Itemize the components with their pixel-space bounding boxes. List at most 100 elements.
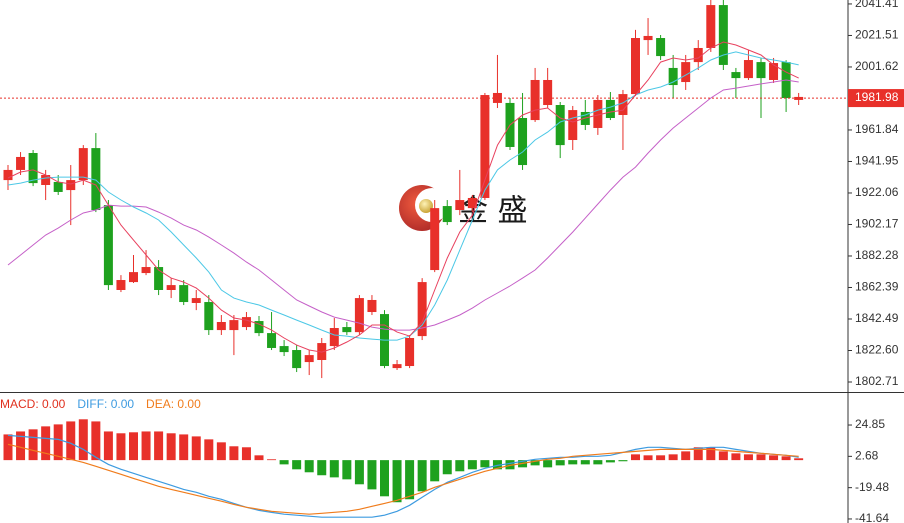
candle-body xyxy=(518,117,528,166)
macd-bar xyxy=(593,460,603,465)
macd-bar xyxy=(442,460,452,475)
candle-body xyxy=(78,148,88,181)
macd-bar xyxy=(706,447,716,461)
candle-body xyxy=(279,346,289,353)
candle-body xyxy=(430,208,440,271)
candle-body xyxy=(568,110,578,141)
candle-body xyxy=(342,327,352,333)
candle-body xyxy=(141,267,151,274)
y-tick-label: 1961.84 xyxy=(855,122,899,136)
macd-bar xyxy=(430,460,440,482)
candle-body xyxy=(405,337,415,367)
candle-body xyxy=(794,96,804,100)
y-tick-label: 1822.60 xyxy=(855,343,899,357)
candle-body xyxy=(718,5,728,65)
candle-body xyxy=(392,364,402,369)
candle-body xyxy=(417,282,427,337)
macd-bar xyxy=(53,424,63,461)
macd-bar xyxy=(66,421,76,461)
macd-bar xyxy=(605,460,615,463)
macd-bar xyxy=(116,433,126,461)
macd-bar xyxy=(129,432,138,461)
macd-bar xyxy=(241,447,251,461)
y-tick-label: -19.48 xyxy=(855,480,889,494)
line-series xyxy=(7,79,799,331)
candle-body xyxy=(593,99,603,128)
macd-bar xyxy=(530,460,540,466)
macd-bar xyxy=(580,460,590,465)
candle-body xyxy=(16,156,26,170)
macd-bar xyxy=(16,431,26,461)
candle-body xyxy=(643,35,653,41)
candle-body xyxy=(3,169,13,181)
candle-body xyxy=(254,321,264,334)
macd-bar xyxy=(618,460,628,462)
candle-body xyxy=(304,355,314,363)
macd-bar xyxy=(718,451,728,461)
macd-bar xyxy=(380,460,389,497)
legend-entry: DEA: 0.00 xyxy=(146,397,201,411)
macd-bar xyxy=(216,442,226,461)
line-series xyxy=(7,434,799,518)
macd-bar xyxy=(643,455,653,461)
candle-body xyxy=(455,200,465,211)
y-tick-label: 1882.28 xyxy=(855,248,899,262)
macd-bar xyxy=(91,421,101,461)
current-price-box xyxy=(848,89,904,108)
macd-bar xyxy=(731,453,741,461)
candle-body xyxy=(467,197,477,209)
candle-body xyxy=(292,350,302,369)
macd-bar xyxy=(279,460,289,465)
macd-bar xyxy=(405,460,415,500)
macd-bar xyxy=(467,460,477,470)
macd-bar xyxy=(154,431,164,461)
macd-bar xyxy=(141,431,151,461)
candle-body xyxy=(631,38,640,95)
candle-body xyxy=(605,99,615,118)
candle-body xyxy=(555,105,565,146)
macd-bar xyxy=(781,456,791,461)
y-tick-label: 2.68 xyxy=(855,449,879,463)
macd-bar xyxy=(3,434,13,461)
y-tick-label: 1922.06 xyxy=(855,185,899,199)
macd-bar xyxy=(267,459,277,461)
y-tick-label: 1941.95 xyxy=(855,154,899,168)
macd-bar xyxy=(555,460,565,466)
candle-body xyxy=(530,79,540,121)
candle-body xyxy=(480,95,490,198)
line-series xyxy=(7,443,799,515)
macd-bar xyxy=(656,455,666,461)
candle-body xyxy=(681,62,691,83)
macd-bar xyxy=(204,439,214,461)
candle-body xyxy=(204,302,214,331)
macd-bar xyxy=(480,460,490,468)
watermark-logo xyxy=(399,185,449,231)
macd-bar xyxy=(354,460,364,485)
candle-body xyxy=(731,72,741,79)
macd-bar xyxy=(329,460,339,478)
macd-bar xyxy=(103,431,113,461)
macd-bar xyxy=(78,419,88,461)
candle-body xyxy=(354,298,364,333)
candle-body xyxy=(129,272,138,283)
candle-body xyxy=(229,320,239,331)
macd-bar xyxy=(668,454,678,461)
candle-body xyxy=(66,180,76,191)
y-tick-label: 1902.17 xyxy=(855,217,899,231)
candle-body xyxy=(543,79,553,106)
candle-body xyxy=(216,321,226,331)
macd-bar xyxy=(166,433,176,461)
candle-body xyxy=(656,38,666,57)
macd-bar xyxy=(794,458,804,461)
macd-bar xyxy=(505,460,515,470)
line-series xyxy=(7,41,799,353)
y-tick-label: 1802.71 xyxy=(855,374,899,388)
macd-bar xyxy=(631,454,640,461)
macd-bar xyxy=(681,451,691,461)
candle-body xyxy=(154,267,164,291)
macd-bar xyxy=(41,426,51,461)
candle-body xyxy=(103,205,113,286)
macd-bar xyxy=(191,436,201,461)
candle-body xyxy=(367,299,377,313)
